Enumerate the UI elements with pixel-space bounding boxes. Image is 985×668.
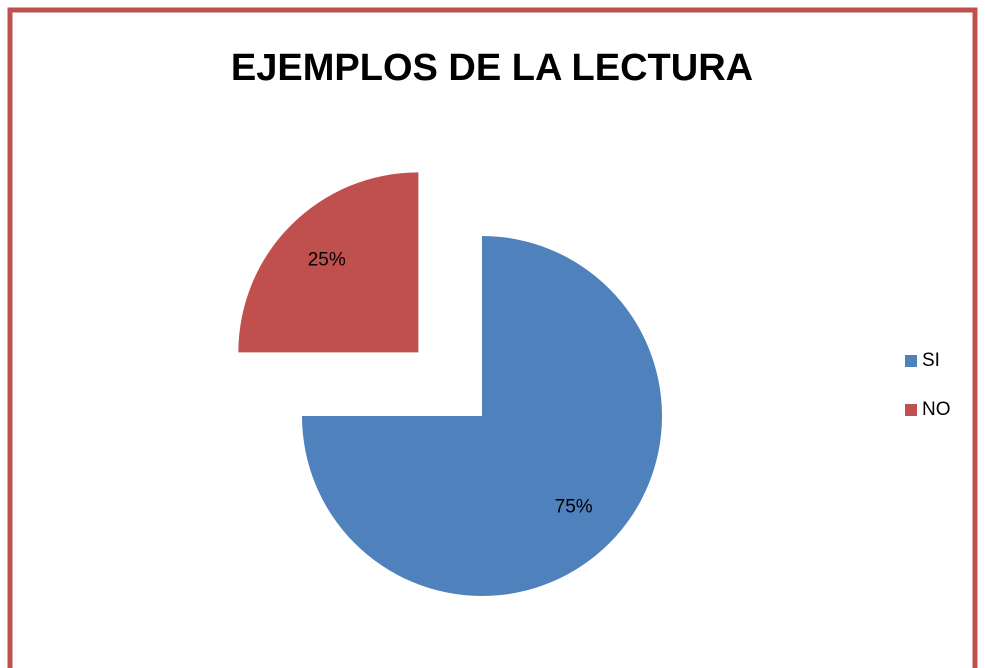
chart-frame: [7, 7, 978, 668]
legend-label: SI: [922, 350, 940, 371]
data-label: 75%: [555, 497, 593, 518]
legend-label: NO: [922, 399, 951, 420]
pie-slice: [302, 236, 662, 596]
data-label: 25%: [308, 250, 346, 271]
legend-swatch: [905, 355, 917, 367]
pie-slice: [238, 172, 419, 353]
chart-title: EJEMPLOS DE LA LECTURA: [231, 47, 753, 89]
legend-swatch: [905, 404, 917, 416]
